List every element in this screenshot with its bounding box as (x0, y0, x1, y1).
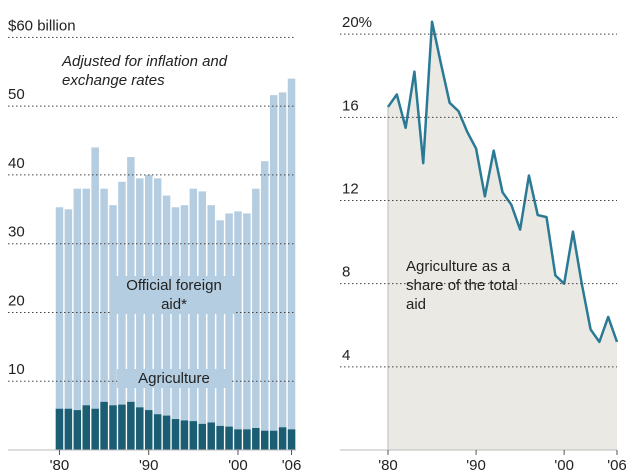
bar (180, 420, 189, 450)
bar (278, 92, 287, 451)
bar (225, 213, 233, 450)
bar (269, 95, 278, 451)
x-tick-label: '00 (554, 457, 574, 474)
bar (252, 427, 260, 450)
line (386, 20, 619, 344)
bar (207, 205, 215, 450)
bar (82, 188, 90, 450)
y-tick-label: $60 billion (8, 17, 76, 34)
bar (225, 426, 233, 450)
annotation: Adjusted for inflation and exchange rate… (62, 53, 228, 89)
bar (287, 429, 296, 450)
bar (55, 207, 64, 450)
bar (234, 429, 242, 450)
bar (198, 191, 207, 451)
bar (64, 408, 73, 450)
bar (189, 421, 198, 450)
area (388, 21, 617, 450)
y-tick-label: 50 (8, 86, 25, 103)
y-tick-label: 12 (342, 181, 359, 198)
bar (198, 423, 207, 450)
bar (261, 430, 269, 450)
bar (243, 429, 251, 450)
bar (261, 161, 269, 450)
bar (243, 213, 251, 450)
y-tick-label: 20 (8, 292, 25, 309)
y-tick-label: 8 (342, 264, 350, 281)
bar (136, 178, 144, 450)
bar (180, 205, 189, 450)
bar (144, 410, 153, 450)
bar (109, 205, 117, 450)
y-tick-label: 40 (8, 155, 25, 172)
annotation: Agriculture as a share of the total aid (406, 258, 518, 313)
bar (118, 181, 126, 451)
bar (91, 408, 99, 450)
y-tick-label: 20% (342, 14, 372, 31)
bar (287, 78, 296, 451)
series-label: Agriculture (117, 369, 231, 388)
bar (153, 178, 162, 450)
x-tick-label: '90 (139, 457, 159, 474)
x-tick-label: '06 (282, 457, 302, 474)
bar (127, 401, 135, 450)
bar (216, 425, 224, 450)
bar (82, 405, 90, 450)
x-tick-label: '06 (607, 457, 627, 474)
bar (55, 408, 64, 450)
bar (73, 410, 82, 450)
bar (109, 405, 117, 450)
x-tick-label: '80 (378, 457, 398, 474)
bar (162, 415, 171, 450)
bar (153, 414, 162, 450)
bar (162, 195, 171, 450)
y-tick-label: 10 (8, 361, 25, 378)
bar (73, 188, 82, 450)
bar (216, 220, 224, 450)
series-label: Official foreign aid* (112, 276, 236, 314)
x-tick-label: '90 (466, 457, 486, 474)
bar (234, 211, 242, 450)
x-tick-label: '80 (50, 457, 70, 474)
bar (171, 207, 180, 450)
bar (136, 407, 144, 450)
bar (100, 401, 108, 450)
y-tick-label: 4 (342, 347, 350, 364)
bar (269, 430, 278, 450)
bar (278, 427, 287, 450)
bar (171, 419, 180, 450)
bar (118, 404, 126, 450)
bar (189, 188, 198, 450)
y-tick-label: 30 (8, 224, 25, 241)
bar (64, 209, 73, 450)
bar (207, 422, 215, 450)
bar (91, 147, 99, 450)
x-tick-label: '00 (228, 457, 248, 474)
bar (252, 188, 260, 450)
y-tick-label: 16 (342, 97, 359, 114)
bar (100, 188, 108, 450)
